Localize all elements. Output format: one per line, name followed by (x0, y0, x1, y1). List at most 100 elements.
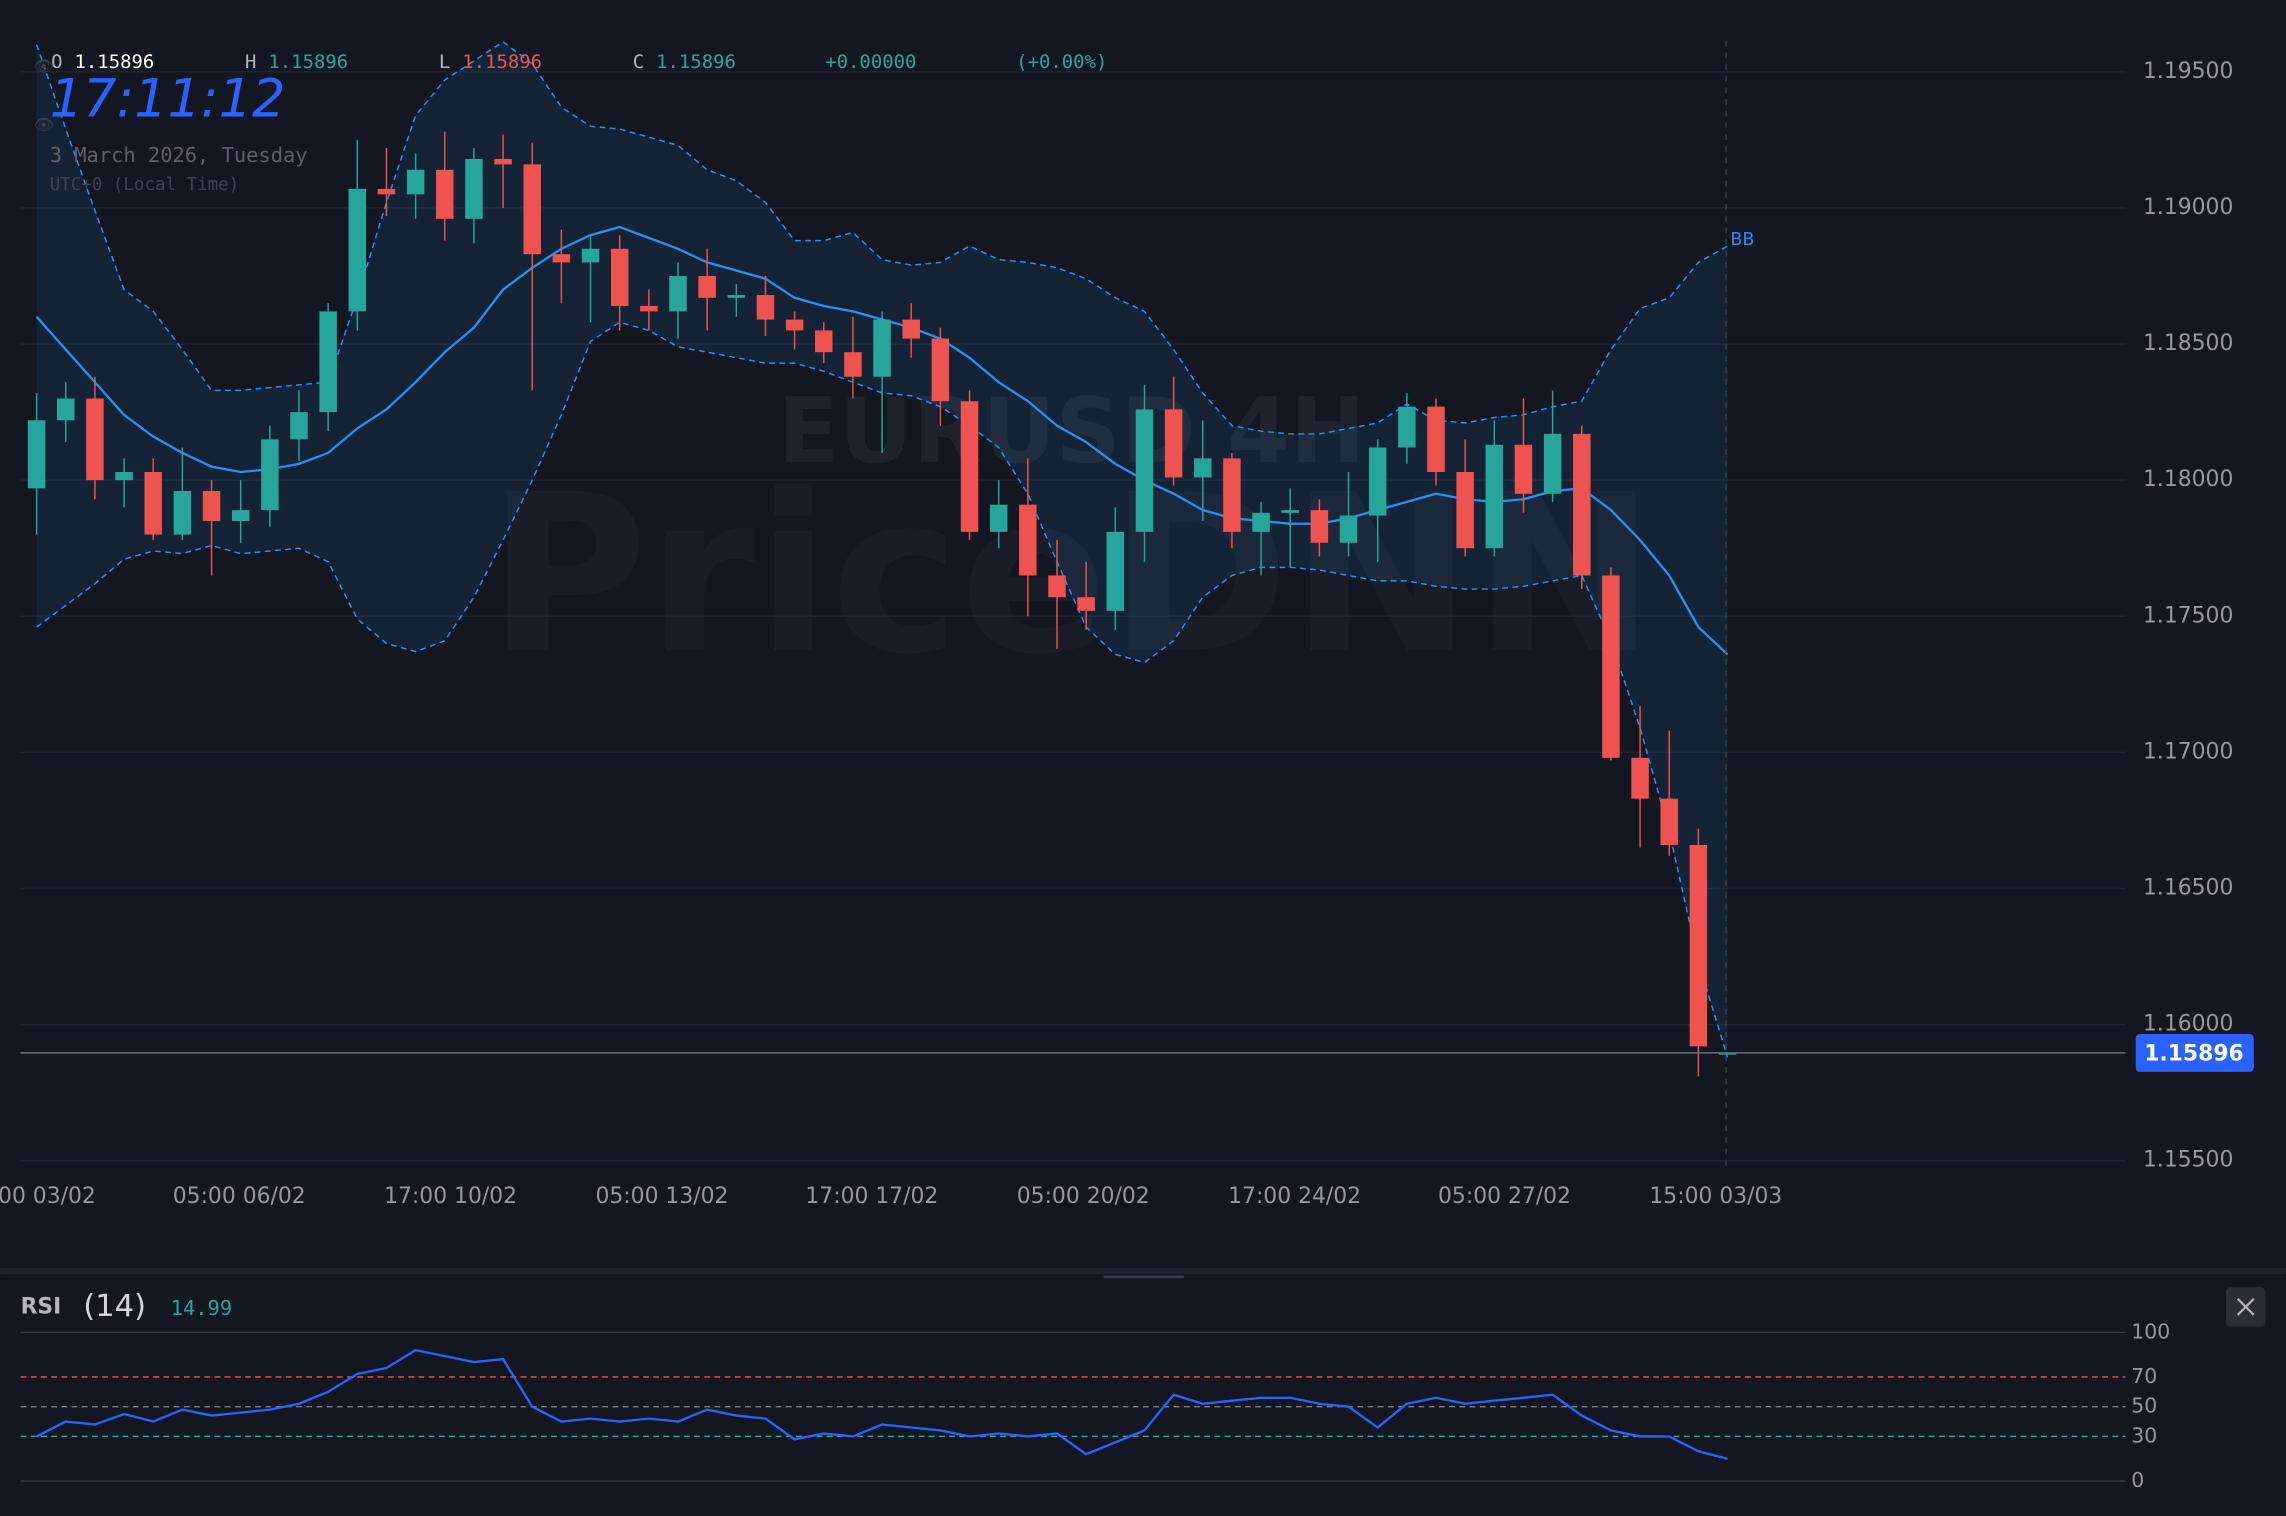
candle-body (902, 319, 920, 339)
legend-change-pct: (+0.00%) (1016, 51, 1107, 73)
clock-time: 17:11:12 (50, 69, 286, 130)
overlay-layer: 👁 👁 17:11:12 3 March 2026, Tuesday UTC+0… (0, 40, 2286, 1492)
candle-body (406, 169, 425, 195)
rsi-tick-label: 0 (2131, 1468, 2144, 1492)
candle-body (1660, 798, 1678, 845)
candle-body (319, 311, 337, 413)
y-tick-label: 1.18000 (2143, 467, 2233, 492)
y-tick-label: 1.17000 (2143, 739, 2233, 764)
candle-body (1339, 515, 1358, 543)
candle-body (873, 319, 891, 377)
eye-icon[interactable]: 👁 (34, 115, 54, 134)
candle-body (1368, 447, 1387, 516)
band-label: BB (1730, 230, 1754, 250)
candle-body (1019, 504, 1037, 576)
candle-body (57, 398, 75, 421)
candle-body (290, 412, 308, 440)
x-tick-label: 17:00 03/02 (0, 1184, 96, 1209)
candle-body (698, 275, 716, 298)
candle-body (756, 295, 775, 320)
resize-handle[interactable] (1103, 1275, 1184, 1279)
y-tick-label: 1.19500 (2143, 59, 2233, 84)
candle-body (1077, 597, 1095, 611)
last-price-label: 1.15896 (2144, 1041, 2244, 1066)
candle-body (115, 471, 133, 481)
candle-body (727, 295, 746, 298)
candle-body (989, 504, 1008, 532)
candle-body (1106, 531, 1125, 611)
rsi-last-value: 14.99 (171, 1296, 232, 1320)
rsi-tick-label: 30 (2131, 1423, 2157, 1447)
candle-body (377, 188, 396, 195)
watermark-symbol: EURUSD 4H (778, 379, 1366, 484)
legend-value: 1.15896 (462, 51, 542, 73)
y-tick-label: 1.17500 (2143, 603, 2233, 628)
x-tick-label: 17:00 24/02 (1228, 1184, 1361, 1209)
candle-body (231, 510, 250, 521)
y-tick-label: 1.18500 (2143, 331, 2233, 356)
x-tick-label: 05:00 27/02 (1438, 1184, 1571, 1209)
candle-body (844, 352, 862, 377)
legend-value: 1.15896 (75, 51, 155, 73)
x-tick-label: 05:00 13/02 (595, 1184, 728, 1209)
x-tick-label: 15:00 03/03 (1649, 1184, 1782, 1209)
plot-layer (20, 40, 2126, 1460)
candle-body (494, 158, 512, 165)
candle-body (1718, 1052, 1737, 1055)
y-tick-label: 1.19000 (2143, 195, 2233, 220)
candle-body (581, 248, 600, 263)
candle-body (1252, 512, 1270, 532)
rsi-tick-label: 100 (2131, 1319, 2170, 1343)
candle-body (815, 330, 833, 353)
candle-body (1631, 757, 1649, 799)
candle-body (1602, 575, 1620, 758)
candle-body (1048, 575, 1066, 598)
clock-timezone: UTC+0 (Local Time) (50, 175, 239, 195)
candle-body (1223, 458, 1241, 532)
legend-value: 1.15896 (268, 51, 348, 73)
candle-body (1164, 409, 1183, 478)
rsi-tick-label: 70 (2131, 1364, 2157, 1388)
candle-body (640, 305, 658, 312)
candle-body (86, 398, 104, 481)
pane-separator[interactable] (0, 1268, 2286, 1275)
candle-body (173, 491, 192, 535)
y-tick-label: 1.15500 (2143, 1148, 2233, 1173)
eye-icon[interactable]: 👁 (34, 57, 54, 76)
ohlc-legend: 👁 👁 (34, 57, 54, 134)
legend-change: +0.00000 (825, 51, 916, 73)
candle-body (785, 319, 804, 331)
band-fill (36, 41, 1728, 1058)
x-tick-label: 17:00 10/02 (384, 1184, 517, 1209)
candle-body (465, 158, 483, 219)
rsi-line (36, 1348, 1728, 1460)
candle-body (1573, 433, 1591, 576)
candle-body (27, 420, 46, 489)
x-tick-label: 05:00 06/02 (173, 1184, 306, 1209)
rsi-tick-label: 50 (2131, 1394, 2157, 1418)
legend-label: C (633, 51, 644, 73)
candle-body (1194, 458, 1212, 478)
candle-body (1543, 433, 1562, 494)
y-tick-label: 1.16000 (2143, 1012, 2233, 1037)
candle-body (436, 169, 454, 219)
legend-label: O (51, 51, 62, 73)
legend-label: L (439, 51, 450, 73)
rsi-title: RSI (21, 1295, 62, 1320)
candle-body (1514, 444, 1533, 494)
candle-body (610, 248, 629, 306)
last-price-tag (2135, 1033, 2254, 1072)
candle-body (144, 471, 162, 535)
y-tick-label: 1.16500 (2143, 875, 2233, 900)
close-icon (2236, 1298, 2255, 1316)
candle-body (552, 254, 571, 263)
candle-body (1135, 409, 1154, 532)
candle-body (202, 491, 221, 521)
clock-date: 3 March 2026, Tuesday (50, 143, 308, 167)
candle-body (1456, 471, 1474, 549)
candle-body (1689, 844, 1708, 1047)
band-upper (35, 40, 1728, 435)
candle-body (1485, 444, 1504, 549)
